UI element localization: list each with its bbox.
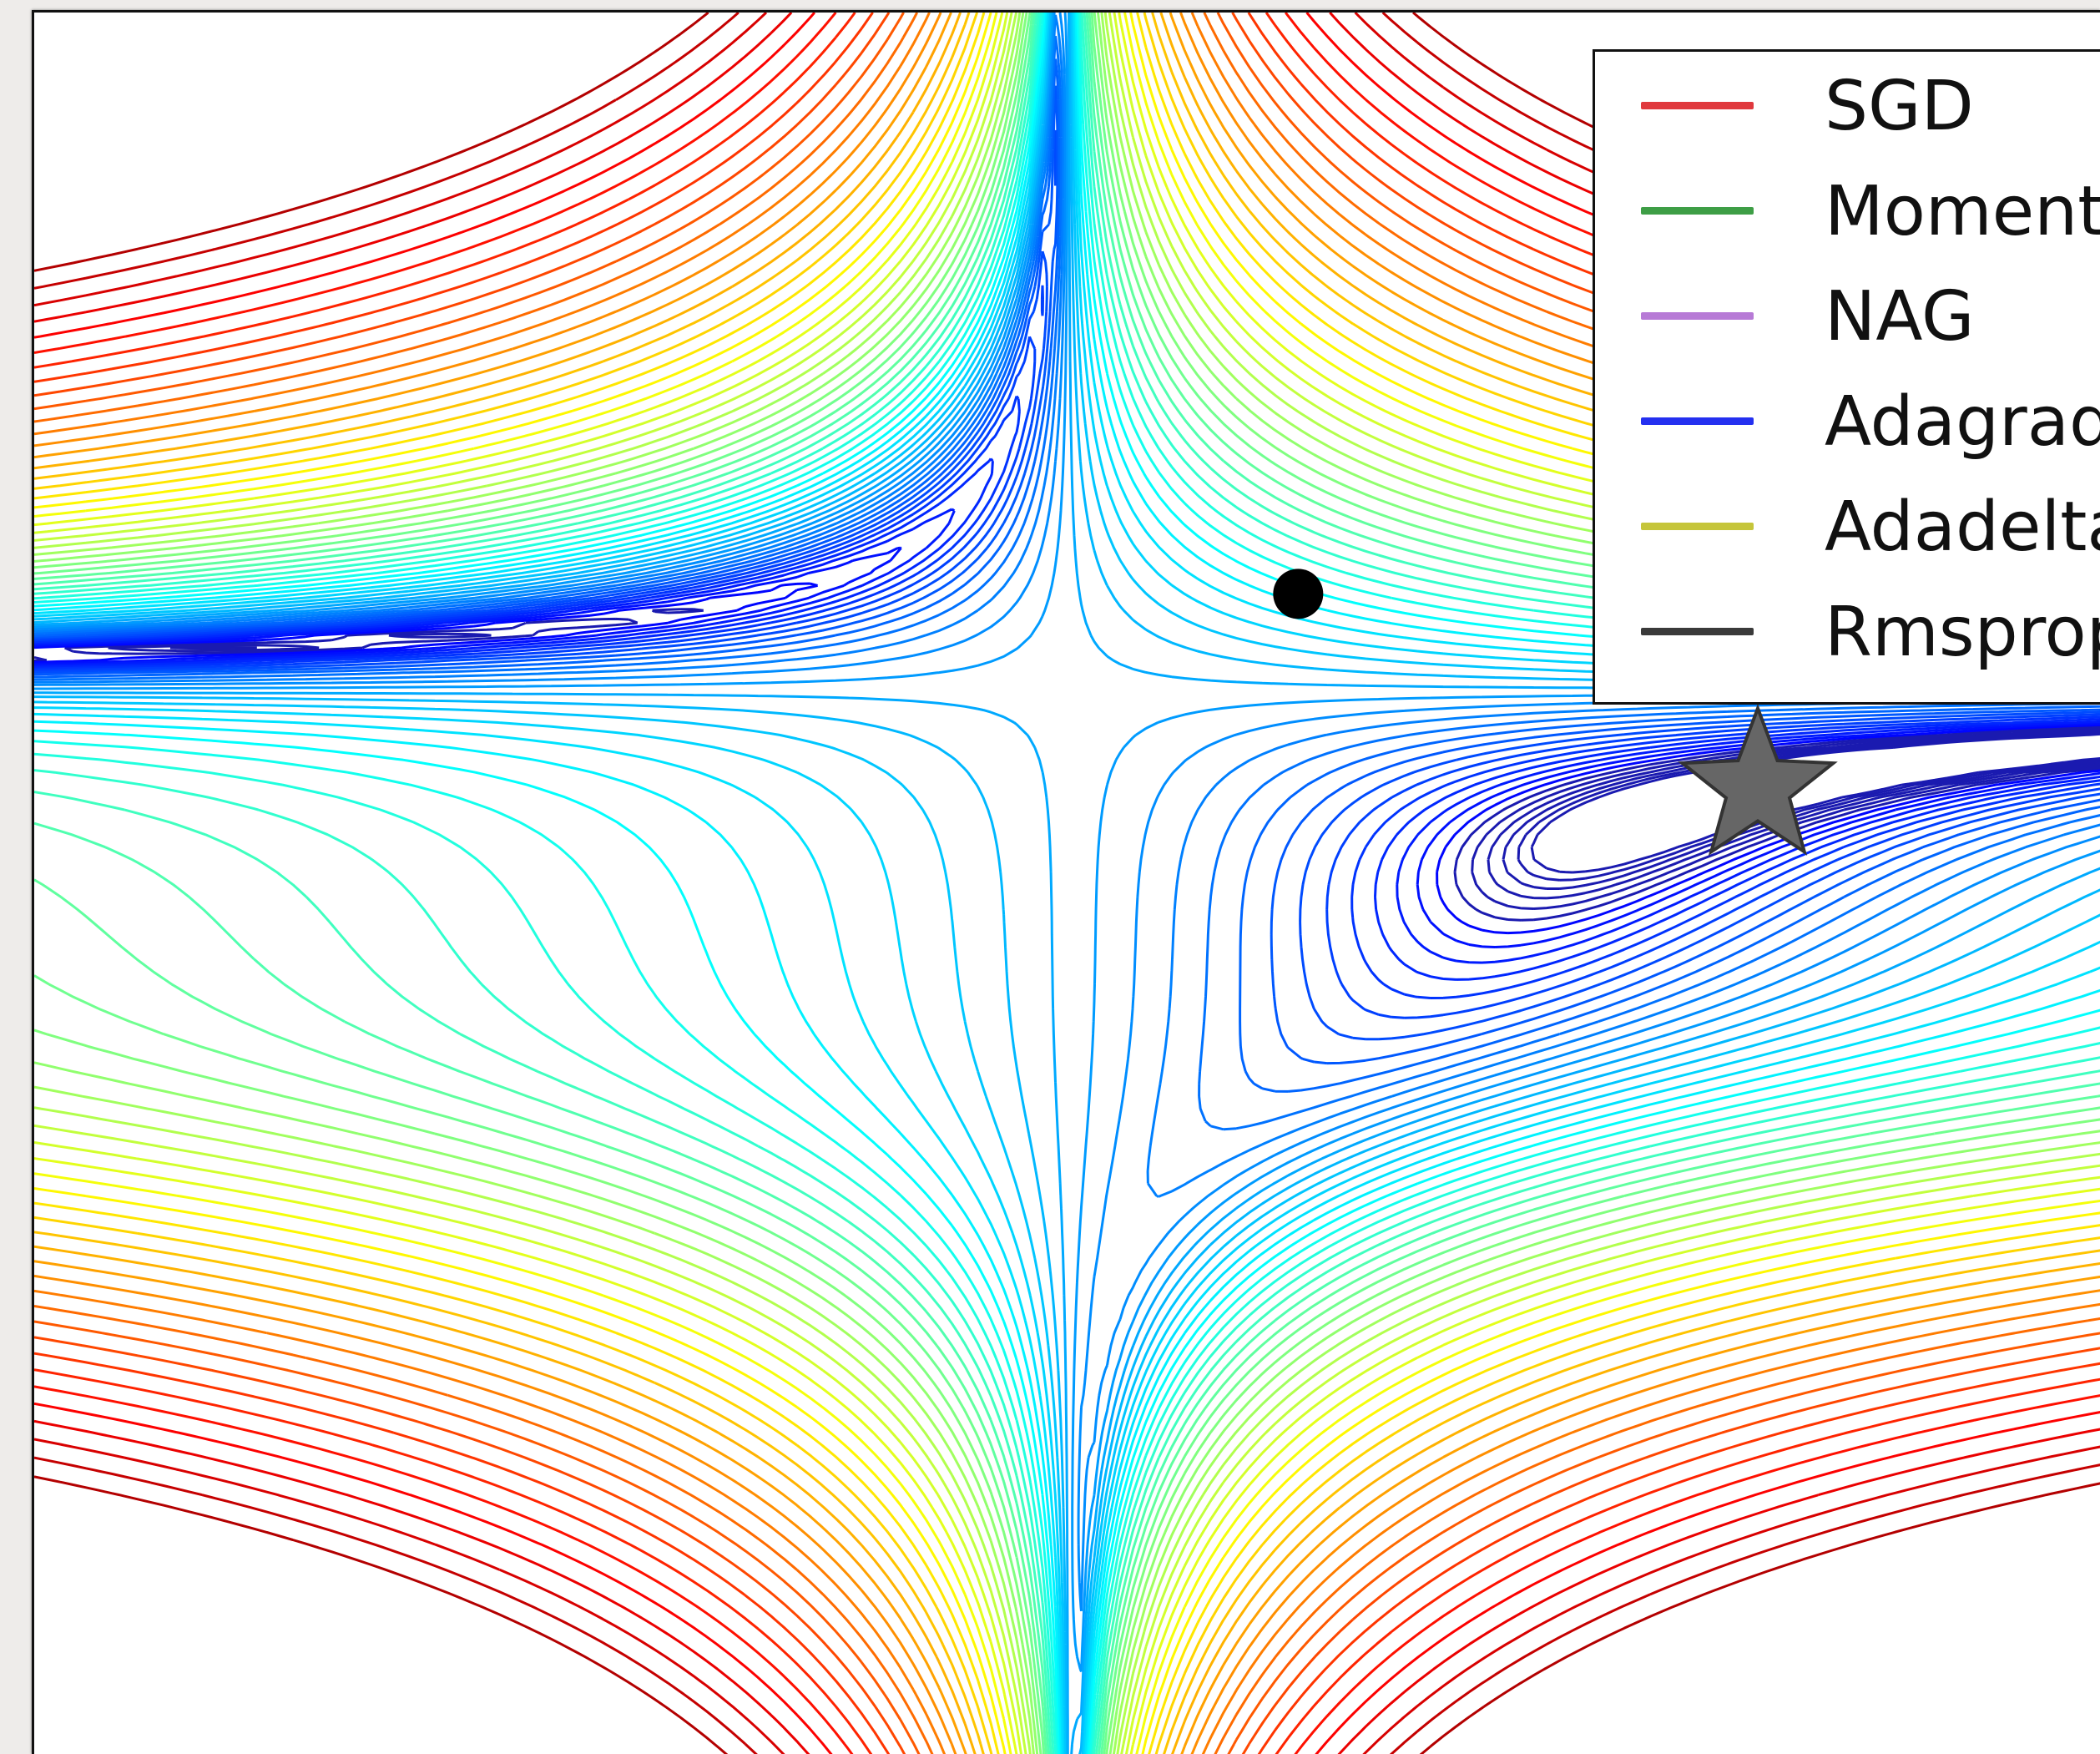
contour-level-line [34, 13, 2100, 1754]
contour-level-line [108, 632, 2100, 910]
legend-label: Rmsprop [1825, 593, 2100, 672]
legend-line-swatch [1641, 417, 1754, 425]
contour-level-line [34, 13, 2100, 1754]
contour-lines [34, 13, 2100, 1754]
legend-label: Adadelta [1825, 488, 2100, 567]
legend-label: Momentum [1825, 172, 2100, 251]
legend-line-swatch [1641, 207, 1754, 215]
contour-level-line [34, 608, 2100, 922]
contour-level-line [169, 646, 2100, 900]
minimum-star-marker [1678, 703, 1838, 856]
contour-level-line [34, 13, 2100, 1754]
contour-level-line [34, 58, 2100, 1093]
legend-entry: SGD [1595, 52, 2100, 157]
contour-level-line [34, 85, 2100, 1065]
legend-entry: Adagrad [1595, 367, 2100, 473]
contour-level-line [34, 13, 2100, 1754]
markers [1273, 569, 1838, 856]
legend: SGD Momentum NAG Adagrad Adadelta Rmsprop [1593, 49, 2100, 705]
start-point-marker [1273, 569, 1324, 619]
contour-plot [34, 13, 2100, 1754]
legend-line-swatch [1641, 102, 1754, 109]
contour-level-line [34, 508, 2100, 964]
contour-level-line [34, 457, 2100, 981]
contour-level-line [34, 13, 2100, 1754]
contour-level-line [34, 546, 2100, 948]
legend-label: Adagrad [1825, 382, 2100, 462]
legend-line-swatch [1641, 523, 1754, 530]
contour-level-line [34, 13, 2100, 1754]
contour-level-line [34, 285, 2100, 1019]
contour-level-line [1502, 730, 2100, 890]
legend-entry: Adadelta [1595, 473, 2100, 578]
legend-entry: NAG [1595, 262, 2100, 367]
contour-level-line [34, 582, 2100, 935]
plot-area: SGD Momentum NAG Adagrad Adadelta Rmsprop [32, 10, 2100, 1754]
contour-level-line [34, 13, 2100, 1754]
contour-level-line [34, 129, 2100, 1041]
contour-level-line [34, 13, 2100, 1754]
legend-label: NAG [1825, 277, 1975, 356]
contour-level-line [34, 395, 2100, 999]
legend-line-swatch [1641, 628, 1754, 635]
legend-entry: Momentum [1595, 157, 2100, 262]
legend-label: SGD [1825, 67, 1974, 146]
contour-level-line [34, 13, 2100, 1754]
legend-entry: Rmsprop [1595, 578, 2100, 683]
legend-line-swatch [1641, 312, 1754, 320]
